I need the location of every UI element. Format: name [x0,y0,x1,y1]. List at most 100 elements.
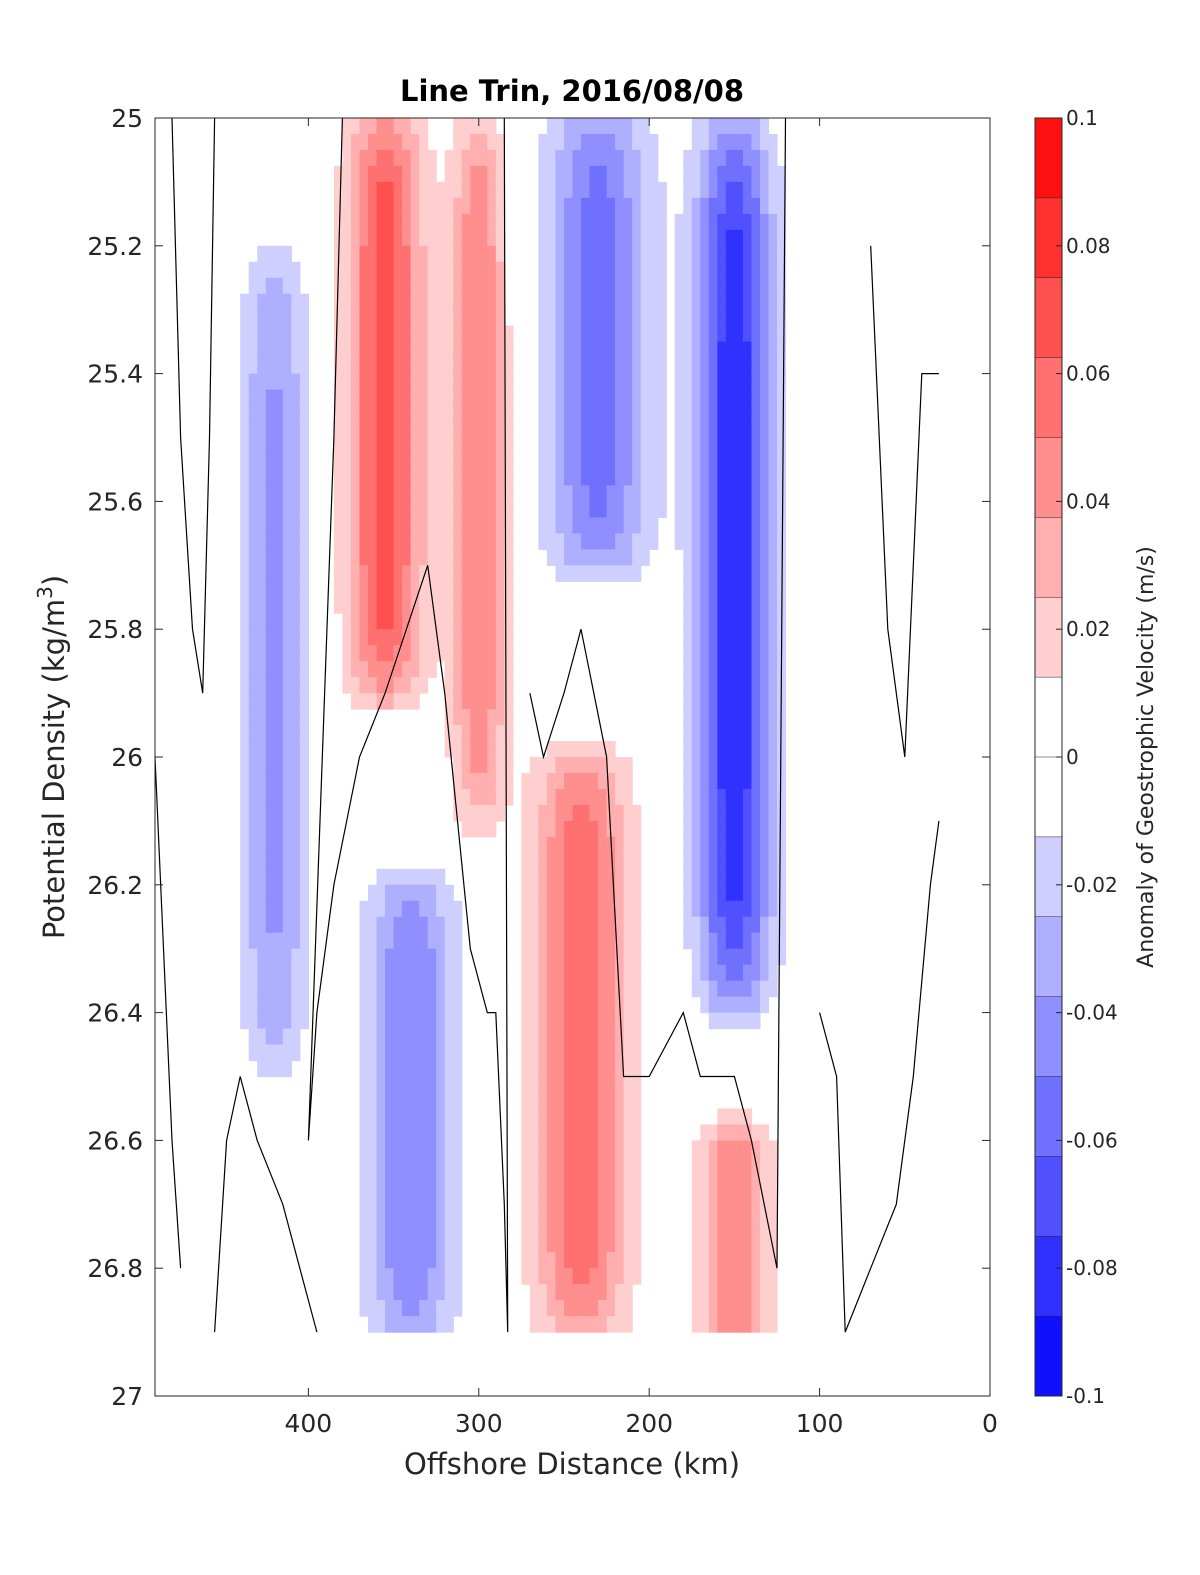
field-cell [768,325,778,343]
field-cell [572,1124,582,1141]
field-cell [759,709,770,726]
field-cell [350,485,361,502]
field-cell [299,421,309,439]
field-cell [606,421,616,439]
field-cell [402,916,412,934]
field-cell [376,389,386,407]
field-cell [623,932,633,950]
field-cell [581,932,591,950]
field-cell [257,884,267,902]
field-cell [623,293,633,311]
field-cell [606,884,616,902]
field-cell [299,437,309,455]
field-cell [632,373,642,391]
field-cell [470,613,480,630]
field-cell [589,469,599,487]
field-cell [248,916,258,934]
field-cell [487,820,497,838]
field-cell [598,405,608,423]
field-cell [257,852,267,870]
field-cell [538,1220,548,1237]
field-cell [691,357,701,375]
field-cell [240,916,250,934]
field-cell [563,165,574,183]
field-cell [555,261,565,279]
field-cell [598,868,608,886]
field-cell [717,149,727,167]
field-cell [376,501,386,518]
field-cell [504,645,514,662]
field-cell [529,980,540,998]
field-cell [700,1316,710,1333]
field-cell [615,1092,625,1110]
field-cell [683,581,693,598]
field-cell [623,325,633,343]
field-cell [683,357,693,375]
field-cell [436,1044,446,1062]
field-cell [359,469,369,487]
field-cell [444,1124,454,1141]
colorbar-tick-label: -0.06 [1066,1128,1118,1152]
field-cell [734,613,744,630]
field-cell [240,868,250,886]
field-cell [453,437,463,455]
field-cell [419,469,429,487]
field-cell [410,389,420,407]
field-cell [572,293,582,311]
field-cell [555,1028,565,1046]
field-cell [734,661,744,678]
field-cell [768,229,778,247]
field-cell [691,1236,701,1253]
field-cell [700,613,710,630]
field-cell [598,1060,608,1078]
field-cell [734,948,744,966]
field-cell [402,133,412,151]
field-cell [623,1268,633,1285]
field-cell [265,453,275,471]
field-cell [700,1268,710,1285]
field-cell [598,1316,608,1333]
field-cell [598,373,608,391]
field-cell [402,517,412,534]
field-cell [274,996,284,1014]
field-cell [691,980,701,998]
field-cell [683,373,693,391]
field-cell [419,277,429,295]
field-cell [572,197,582,215]
field-cell [708,980,718,998]
field-cell [299,565,309,582]
field-cell [589,389,599,407]
field-cell [538,1028,548,1046]
field-cell [683,565,693,582]
field-cell [615,213,625,231]
field-cell [691,884,701,902]
field-cell [410,1188,420,1205]
field-cell [657,213,667,231]
field-cell [546,293,557,311]
field-cell [393,453,403,471]
field-cell [350,197,361,215]
field-cell [555,852,565,870]
field-cell [623,948,633,966]
field-cell [359,1204,369,1221]
field-cell [572,852,582,870]
field-cell [419,1044,429,1062]
field-cell [555,932,565,950]
field-cell [478,661,488,678]
field-cell [734,868,744,886]
field-cell [683,836,693,854]
colorbar-band [1035,597,1062,678]
field-cell [598,900,608,918]
field-cell [248,868,258,886]
field-cell [691,772,701,790]
field-cell [759,1204,770,1221]
field-cell [393,1140,403,1157]
field-cell [717,533,727,550]
field-cell [615,118,625,135]
field-cell [376,213,386,231]
field-cell [700,677,710,694]
field-cell [538,1188,548,1205]
field-cell [589,900,599,918]
field-cell [444,1012,454,1030]
field-cell [581,948,591,966]
